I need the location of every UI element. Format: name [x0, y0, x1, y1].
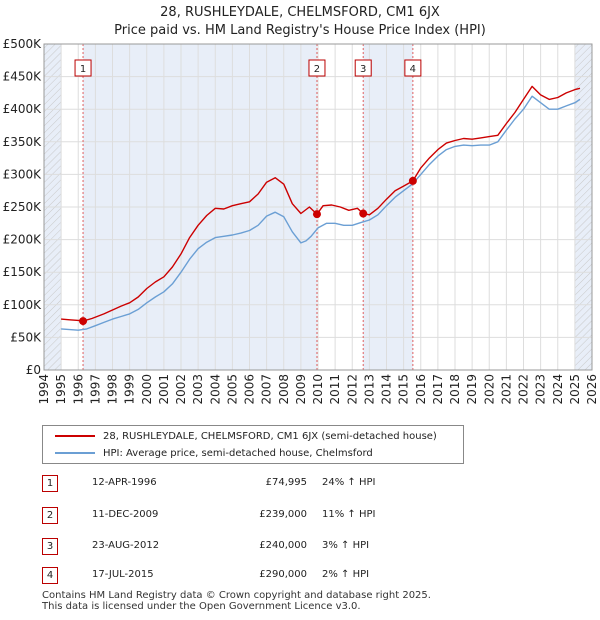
legend-swatch-property — [55, 435, 95, 437]
x-tick-label: 2009 — [294, 374, 308, 405]
sale-row-3: 3 23-AUG-2012 £240,000 3% ↑ HPI — [42, 536, 442, 556]
x-tick-label: 2025 — [568, 374, 582, 405]
x-tick-label: 2002 — [174, 374, 188, 405]
x-tick-label: 2004 — [208, 374, 222, 405]
x-tick-label: 2008 — [277, 374, 291, 405]
price-chart: 1 2 3 4 £0 £50K £100K £150K £200K £250K £300K £350… — [3, 37, 599, 405]
legend: 28, RUSHLEYDALE, CHELMSFORD, CM1 6JX (se… — [42, 425, 464, 464]
x-tick-label: 1998 — [106, 374, 120, 405]
x-tick-label: 2011 — [328, 374, 342, 405]
sale-point — [79, 317, 88, 326]
sale-marker-box — [404, 59, 422, 77]
y-tick-label: £50K — [10, 330, 42, 344]
sale-marker-box — [308, 59, 326, 77]
y-tick-label: £150K — [3, 265, 43, 279]
sale-number-badge: 3 — [42, 538, 58, 555]
legend-label-property: 28, RUSHLEYDALE, CHELMSFORD, CM1 6JX (se… — [103, 430, 437, 442]
sale-hpi-diff: 3% ↑ HPI — [322, 540, 370, 551]
sale-date: 23-AUG-2012 — [92, 540, 160, 551]
sale-date: 12-APR-1996 — [92, 477, 157, 488]
x-tick-label: 2003 — [191, 374, 205, 405]
x-tick-label: 2014 — [380, 374, 394, 405]
y-tick-label: £100K — [3, 298, 43, 312]
y-tick-label: £500K — [3, 37, 43, 51]
x-tick-label: 1995 — [54, 374, 68, 405]
x-tick-label: 2012 — [345, 374, 359, 405]
y-tick-label: £0 — [26, 363, 41, 377]
sale-marker-label: 2 — [314, 64, 320, 75]
x-tick-label: 2016 — [414, 374, 428, 405]
y-tick-label: £350K — [3, 135, 43, 149]
sale-marker-box — [354, 59, 372, 77]
y-tick-label: £400K — [3, 102, 43, 116]
sale-row-4: 4 17-JUL-2015 £290,000 2% ↑ HPI — [42, 565, 442, 585]
footer-copyright: Contains HM Land Registry data © Crown c… — [42, 590, 431, 601]
property-price-line — [61, 85, 581, 322]
sale-hpi-diff: 2% ↑ HPI — [322, 569, 370, 580]
x-tick-label: 2007 — [260, 374, 274, 405]
y-tick-label: £250K — [3, 200, 43, 214]
sale-date: 11-DEC-2009 — [92, 509, 159, 520]
hpi-line — [61, 95, 581, 331]
sale-row-1: 1 12-APR-1996 £74,995 24% ↑ HPI — [42, 473, 442, 493]
sale-point — [359, 209, 368, 218]
sale-marker-label: 4 — [410, 64, 416, 75]
x-tick-label: 2024 — [551, 374, 565, 405]
sale-row-2: 2 11-DEC-2009 £239,000 11% ↑ HPI — [42, 505, 442, 525]
sale-number-badge: 4 — [42, 567, 58, 584]
x-tick-label: 2000 — [140, 374, 154, 405]
x-tick-label: 2013 — [362, 374, 376, 405]
sale-point — [408, 176, 417, 185]
x-tick-label: 1997 — [88, 374, 102, 405]
sale-marker-box — [74, 59, 92, 77]
x-tick-label: 1999 — [123, 374, 137, 405]
legend-label-hpi: HPI: Average price, semi-detached house,… — [103, 447, 373, 459]
x-tick-label: 1994 — [37, 374, 51, 405]
x-tick-label: 2015 — [397, 374, 411, 405]
x-tick-label: 2006 — [243, 374, 257, 405]
sale-price: £240,000 — [259, 540, 307, 551]
sale-number-badge: 1 — [42, 475, 58, 492]
y-tick-label: £300K — [3, 167, 43, 181]
x-tick-label: 2018 — [448, 374, 462, 405]
y-tick-label: £200K — [3, 233, 43, 247]
footer: Contains HM Land Registry data © Crown c… — [42, 590, 431, 612]
chart-title: 28, RUSHLEYDALE, CHELMSFORD, CM1 6JX — [160, 5, 440, 20]
x-tick-label: 2010 — [311, 374, 325, 405]
x-tick-label: 2021 — [499, 374, 513, 405]
sale-price: £290,000 — [259, 569, 307, 580]
x-tick-label: 2019 — [465, 374, 479, 405]
x-tick-label: 2005 — [225, 374, 239, 405]
sale-price: £239,000 — [259, 509, 307, 520]
legend-swatch-hpi — [55, 452, 95, 454]
sale-hpi-diff: 24% ↑ HPI — [322, 477, 376, 488]
sale-hpi-diff: 11% ↑ HPI — [322, 509, 376, 520]
x-tick-label: 2022 — [517, 374, 531, 405]
y-tick-label: £450K — [3, 70, 43, 84]
chart-subtitle: Price paid vs. HM Land Registry's House … — [114, 23, 486, 38]
sale-marker-label: 1 — [80, 64, 86, 75]
x-tick-label: 2001 — [157, 374, 171, 405]
footer-licence: This data is licensed under the Open Gov… — [42, 601, 361, 612]
sale-point — [312, 210, 321, 219]
x-tick-label: 2020 — [482, 374, 496, 405]
plot-frame — [43, 43, 593, 371]
sale-marker-label: 3 — [360, 64, 366, 75]
legend-item-property: 28, RUSHLEYDALE, CHELMSFORD, CM1 6JX (se… — [43, 427, 437, 445]
x-tick-label: 1996 — [71, 374, 85, 405]
legend-item-hpi: HPI: Average price, semi-detached house,… — [43, 444, 373, 462]
sale-date: 17-JUL-2015 — [92, 569, 154, 580]
sale-price: £74,995 — [265, 477, 307, 488]
x-tick-label: 2017 — [431, 374, 445, 405]
x-tick-label: 2023 — [534, 374, 548, 405]
sale-number-badge: 2 — [42, 507, 58, 524]
x-tick-label: 2026 — [585, 374, 599, 405]
